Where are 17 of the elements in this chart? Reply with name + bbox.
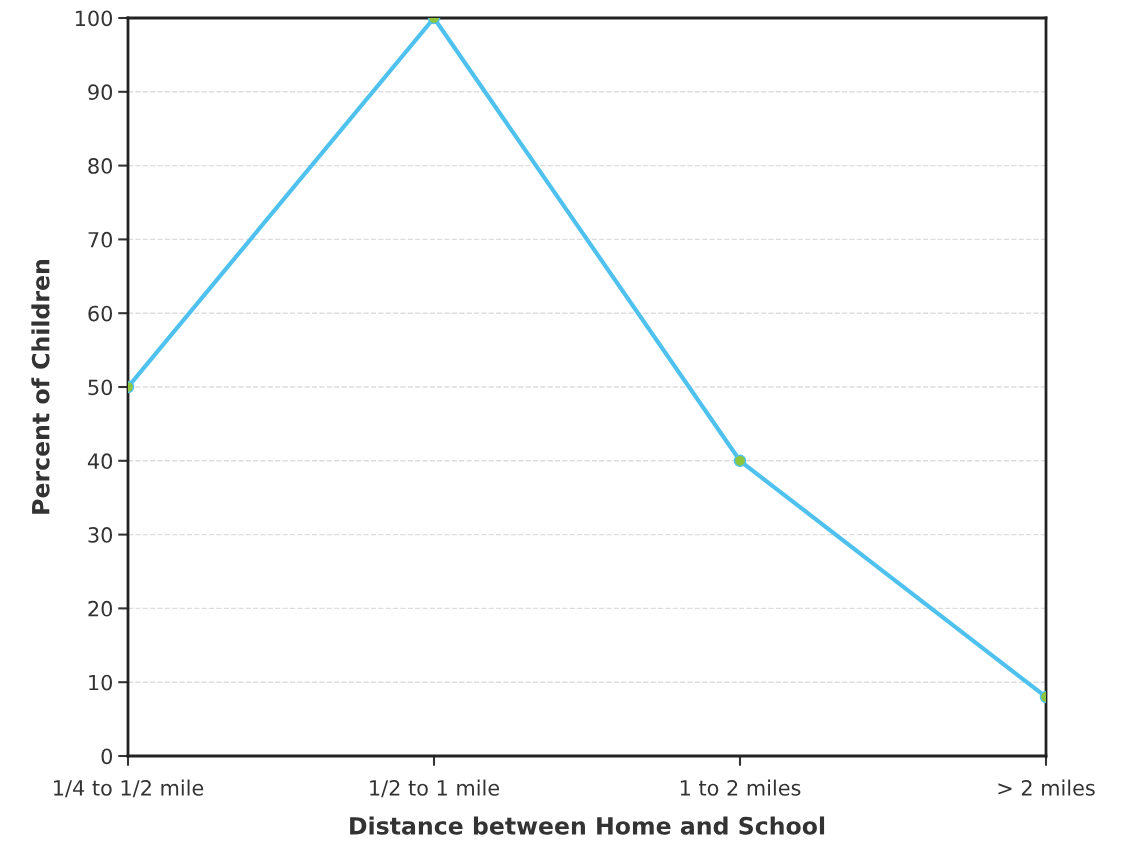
y-tick-label: 100 — [75, 10, 113, 27]
y-tick-label: 80 — [88, 158, 113, 174]
x-tick-label: 1 to 2 miles — [680, 779, 801, 796]
x-tick-label: > 2 miles — [998, 779, 1095, 796]
y-tick-label: 70 — [88, 231, 113, 248]
y-tick-label: 60 — [88, 305, 113, 322]
y-tick-label: 0 — [101, 748, 113, 765]
x-tick-label: 1/4 to 1/2 mile — [54, 779, 204, 798]
y-axis-title: Percent of Children — [31, 260, 50, 514]
y-tick-label: 30 — [88, 527, 113, 543]
y-tick-label: 20 — [88, 600, 113, 617]
y-tick-label: 90 — [88, 84, 113, 101]
x-tick-label: 1/2 to 1 mile — [370, 779, 500, 798]
y-tick-label: 10 — [89, 674, 113, 691]
y-tick-label: 40 — [87, 453, 113, 470]
y-tick-label: 50 — [88, 379, 113, 396]
x-axis-title: Distance between Home and School — [350, 816, 825, 835]
